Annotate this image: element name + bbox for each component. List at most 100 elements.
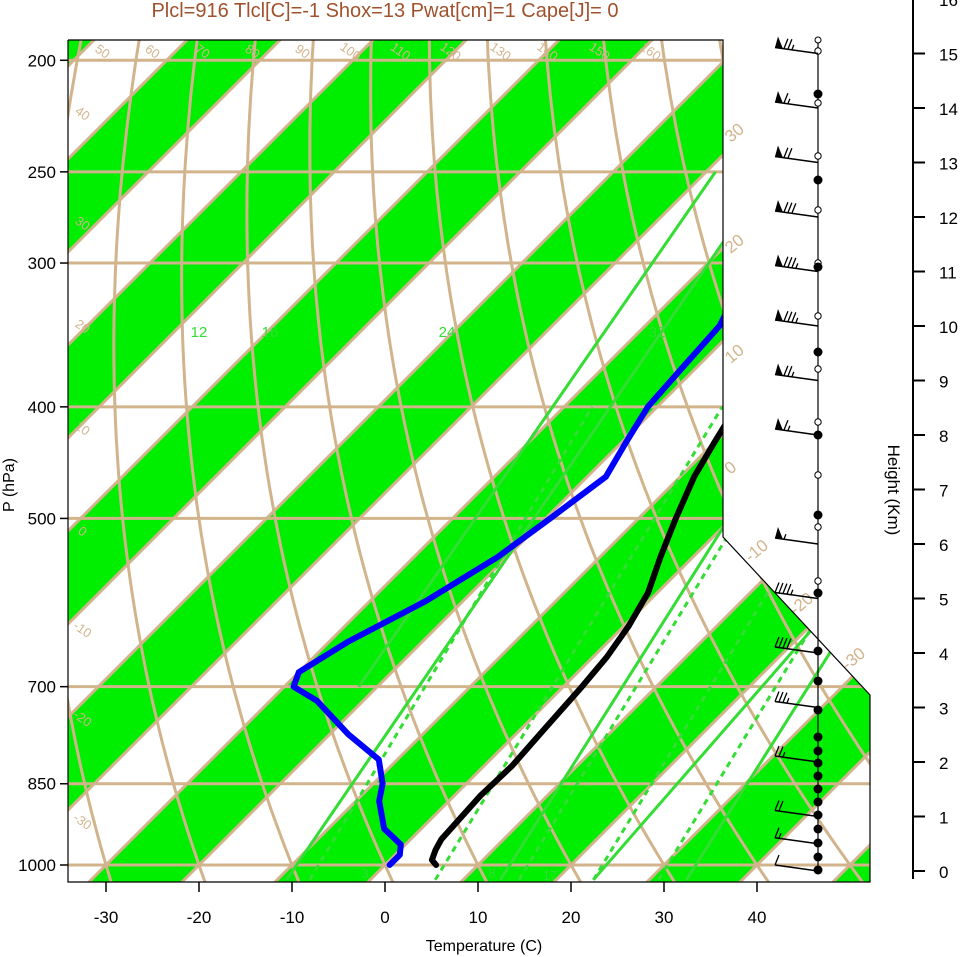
wind-barb-half [783,534,787,540]
wind-barb-shaft [774,755,819,763]
mixing-ratio-label: 12 [191,324,208,341]
mixing-ratio-label: 32 [649,324,666,341]
adiabat-left-label: 20 [72,316,92,337]
wind-barb-shaft [774,809,819,818]
wind-barb-flag [775,527,783,540]
adiabat-right-label: -30 [838,644,869,674]
isotherm-line [68,40,870,882]
dry-adiabat-line [484,40,772,882]
pressure-tick-label: 300 [28,254,56,273]
isotherm-band [68,40,870,882]
wind-barb-full [774,745,780,757]
temperature-tick-label: -20 [187,908,212,927]
level-dot [813,758,823,768]
wind-barb-full [787,39,793,50]
wind-barb-full [774,691,780,702]
wind-barb-full [791,257,797,269]
wind-barb-shaft [774,428,819,436]
pressure-tick-label: 200 [28,51,56,70]
mixing-ratio-bottom-label: 8 [488,866,495,881]
wind-barb-shaft [774,837,819,845]
open-level-dot [814,577,822,585]
wind-barb-full [791,312,797,323]
dry-adiabat-line [112,40,225,882]
wind-barb-full [787,366,793,377]
mixing-ratio-line [657,406,870,881]
wind-barb-full [774,800,780,811]
dry-adiabat-line [592,40,870,882]
level-dot [813,746,823,756]
level-dot [813,865,823,875]
wind-barb-shaft [774,319,819,327]
wind-barb-flag [775,91,783,104]
mixing-ratio-bottom-label: 17 [543,868,557,883]
level-dot [813,89,823,99]
open-level-dot [814,418,822,426]
wind-barb-full [778,746,784,757]
dry-adiabat-line [888,0,961,885]
mixing-ratio-label: 16 [262,324,279,341]
level-dot [813,852,823,862]
isotherm-top-label: 70 [192,41,212,62]
chart-title: Plcl=916 Tlcl[C]=-1 Shox=13 Pwat[cm]=1 C… [151,0,618,22]
level-dot [813,510,823,520]
dry-adiabat-line [0,0,34,885]
wind-barb-flag [775,36,783,49]
adiabat-right-label: 0 [721,457,740,478]
height-tick-label: 5 [939,591,948,610]
wind-barb-shaft [774,373,819,382]
level-dot [813,732,823,742]
isotherm-line [68,40,870,882]
dry-adiabat-line [369,40,584,882]
top-level-dot [814,36,822,44]
isotherm-line [68,40,794,882]
wind-barb-flag [775,254,783,267]
height-tick-label: 16 [939,0,958,10]
isotherm-top-label: 50 [92,41,112,62]
wind-barb-half [787,98,791,105]
temperature-tick-label: 10 [469,908,488,927]
height-axis-label: Height (Km) [884,445,903,536]
pressure-tick-label: 500 [28,509,56,528]
isotherm-band [68,40,870,882]
wind-barb-full [782,583,788,594]
temperature-tick-label: 30 [655,908,674,927]
level-dot [813,797,823,807]
isotherm-line [643,40,870,882]
wind-barb-flag [775,309,783,322]
wind-barb-half [786,697,790,704]
mixing-ratio-bottom-label: 3 [361,866,368,881]
isotherm-top-label: 60 [142,41,162,62]
adiabat-left-label: 30 [72,213,92,234]
wind-barb-half [778,833,782,839]
level-dot [813,347,823,357]
isotherm-band [68,40,793,882]
wind-barb-full [783,256,789,267]
adiabat-right-label: 30 [721,119,748,146]
level-dot [813,771,823,781]
wind-barb-full [783,365,789,376]
isotherm-top-label: 90 [292,41,312,62]
isotherm-lines [68,40,870,882]
temperature-tick-label: 0 [380,908,389,927]
height-tick-label: 3 [939,700,948,719]
wind-barb-full [791,203,797,214]
wind-barb-half [782,751,786,758]
y-axis-label: P (hPa) [1,458,18,512]
height-tick-label: 0 [939,863,948,882]
wind-barb-shaft [774,264,819,273]
wind-barb-flag [775,200,783,213]
wind-barb-full [787,311,793,323]
plot-frame [67,39,871,883]
height-tick-label: 15 [939,46,958,65]
dry-adiabat-line [539,40,866,882]
height-tick-label: 13 [939,155,958,174]
level-dot [813,262,823,272]
open-level-dot [814,99,822,107]
height-tick-label: 11 [939,264,957,283]
adiabat-left-label: 40 [72,103,92,124]
mixing-ratio-line [517,406,808,881]
pressure-tick-label: 700 [28,678,56,697]
